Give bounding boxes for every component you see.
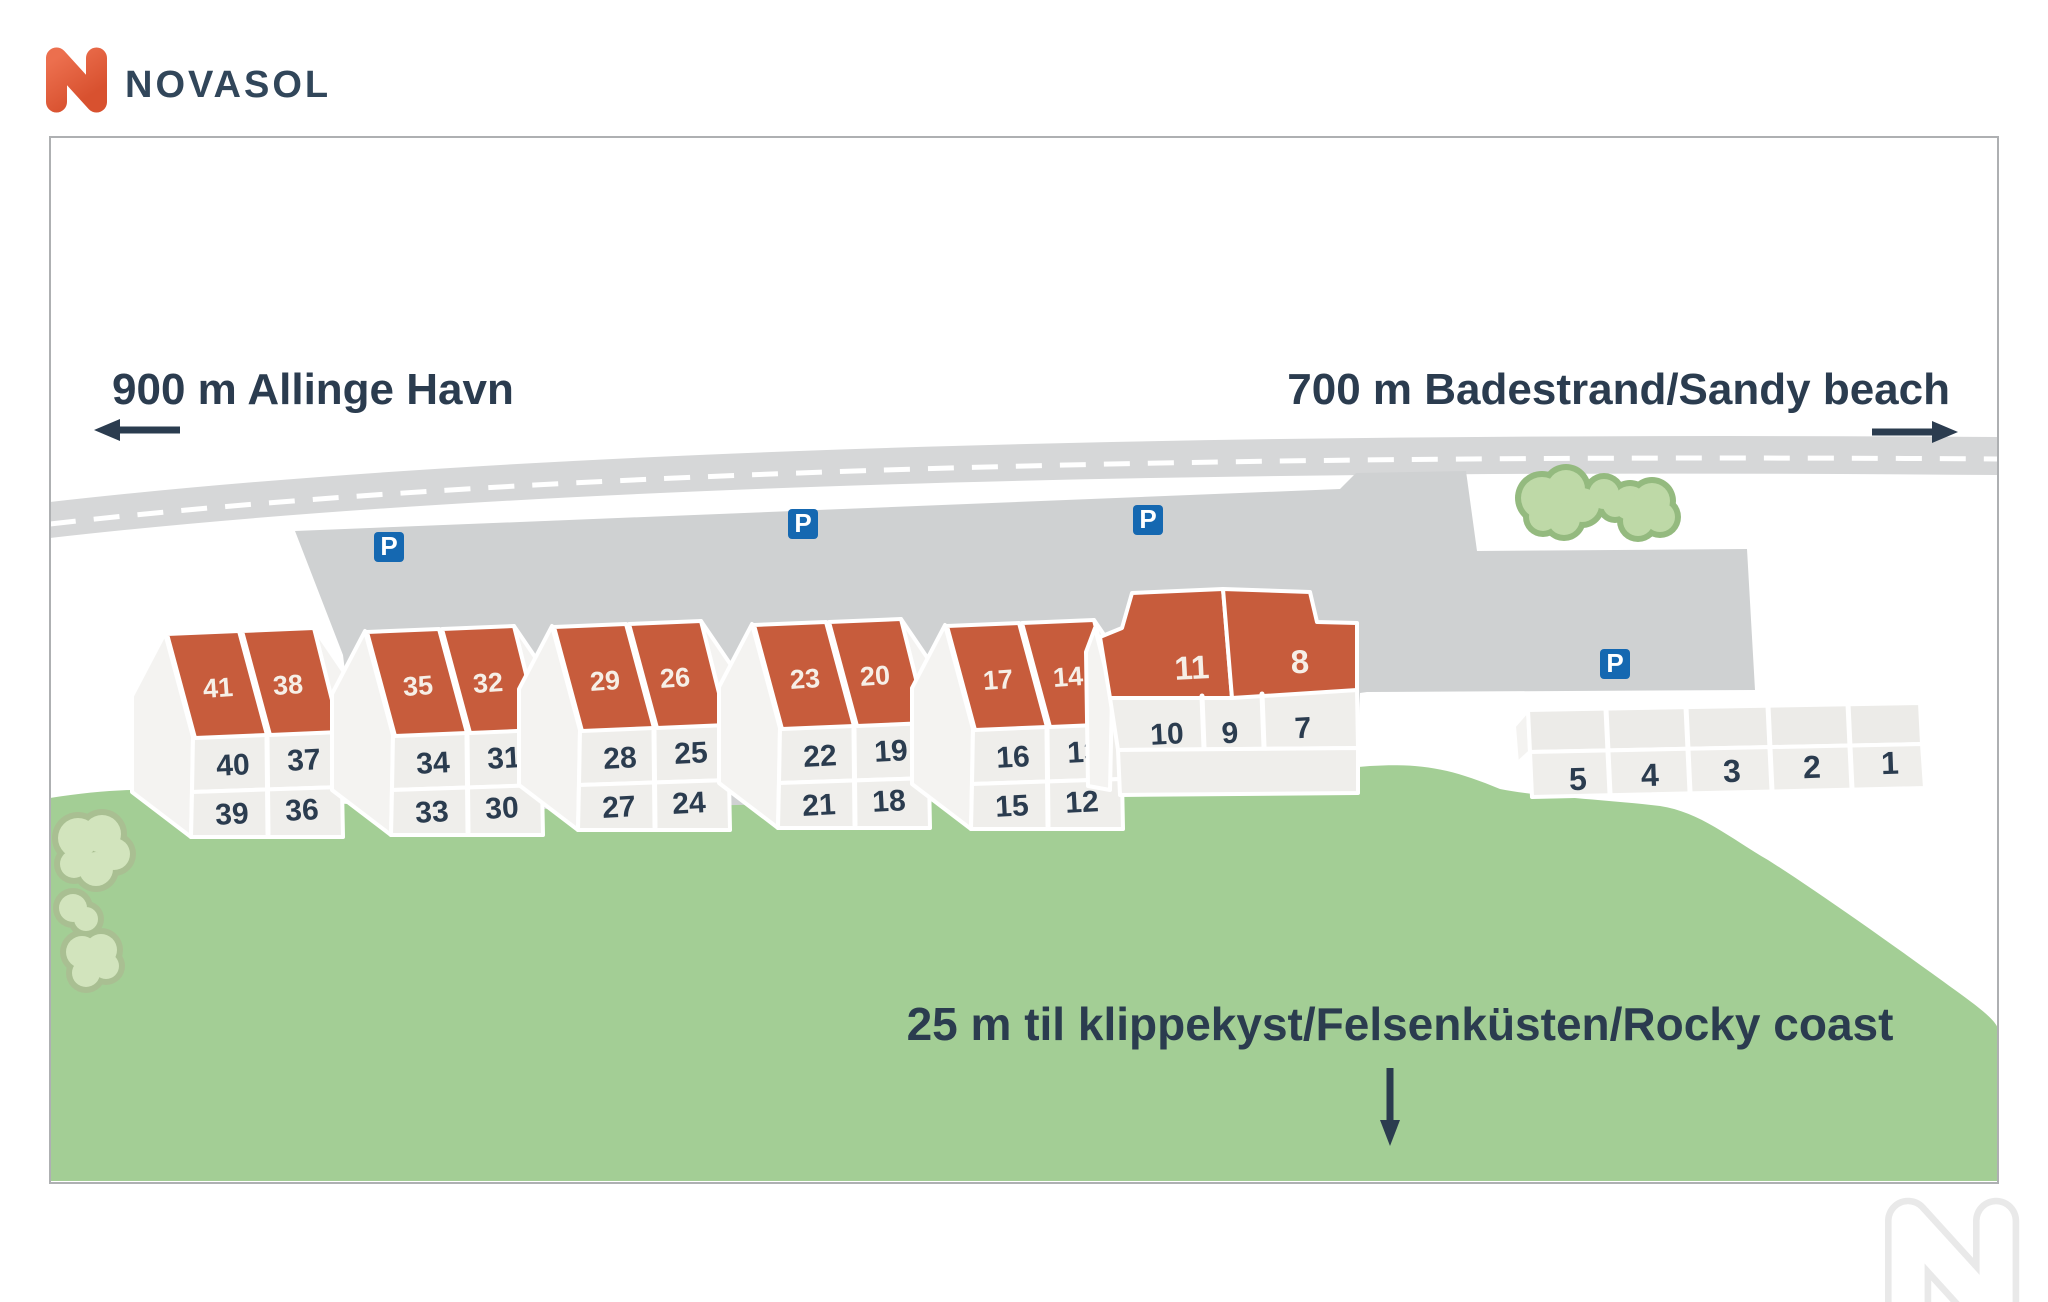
- house-terrace-1-5: 5 4 3 2 1: [1512, 701, 1927, 799]
- house-number: 16: [995, 740, 1030, 775]
- parking-sign-icon: [788, 509, 818, 539]
- house-number: 39: [214, 797, 249, 832]
- house-number: 38: [272, 669, 304, 701]
- house-cluster-30-35: 35 32 34 31 33 30: [330, 624, 550, 837]
- house-number: 30: [484, 791, 519, 826]
- house-number: 24: [671, 786, 706, 821]
- left-arrow-head: [94, 419, 120, 441]
- house-number: 10: [1149, 717, 1184, 752]
- roof-panel: [945, 621, 1049, 732]
- roof-panel: [165, 629, 269, 740]
- trees-left-icon: [52, 809, 136, 993]
- house-number: 19: [873, 734, 908, 769]
- house-number: 40: [215, 748, 250, 783]
- house-number: 12: [1064, 785, 1099, 820]
- house-number: 25: [673, 736, 708, 771]
- house-number: 9: [1221, 717, 1239, 751]
- house-number: 3: [1722, 753, 1741, 790]
- brand-name: NOVASOL: [125, 64, 331, 106]
- grass-area: [50, 765, 1998, 1181]
- house-number: 29: [589, 665, 621, 697]
- direction-coast: 25 m til klippekyst/Felsenküsten/Rocky c…: [907, 998, 1894, 1146]
- house-number: 21: [801, 788, 836, 823]
- down-arrow-head: [1380, 1120, 1400, 1146]
- direction-beach: 700 m Badestrand/Sandy beach: [1287, 365, 1958, 443]
- roof-panel: [752, 620, 856, 731]
- house-number: 1: [1880, 745, 1899, 782]
- house-number: 41: [202, 672, 234, 704]
- house-number: 20: [859, 660, 891, 692]
- harbor-distance-label: 900 m Allinge Havn: [112, 365, 514, 414]
- house-building-7-11: 11 8 10 9 7: [1084, 587, 1360, 797]
- house-number: 34: [415, 746, 450, 781]
- house-number: 31: [486, 741, 521, 776]
- map-border: [49, 136, 1999, 1184]
- house-number: 5: [1568, 761, 1587, 798]
- parking-sign-1: P: [374, 531, 404, 562]
- house-number: 4: [1640, 757, 1659, 794]
- house-number: 8: [1290, 643, 1310, 681]
- novasol-logo-icon: [57, 58, 97, 102]
- trees-right-icon: [1515, 464, 1681, 542]
- house-number: 14: [1052, 661, 1084, 693]
- roof-panel: [365, 627, 469, 738]
- house-number: 18: [871, 784, 906, 819]
- direction-harbor: 900 m Allinge Havn: [94, 365, 514, 441]
- roof-panel: [1221, 587, 1359, 700]
- parking-sign-2: P: [788, 508, 818, 539]
- house-cluster-18-23: 23 20 22 19 21 18: [717, 617, 937, 830]
- wall-row-2: [1116, 746, 1360, 797]
- house-number: 28: [602, 741, 637, 776]
- house-number: 37: [286, 743, 321, 778]
- road-centerline: [49, 455, 1999, 527]
- house-number: 11: [1173, 648, 1210, 687]
- house-number: 27: [601, 790, 636, 825]
- novasol-watermark-icon: [1908, 1221, 1996, 1302]
- house-number: 17: [982, 664, 1014, 696]
- house-number: 33: [414, 795, 449, 830]
- road: [49, 436, 1999, 538]
- house-number: 23: [789, 663, 821, 695]
- parking-sign-4: P: [1600, 648, 1630, 679]
- house-number: 15: [994, 789, 1029, 824]
- house-cluster-36-41: 41 38 40 37 39 36: [130, 626, 350, 839]
- parking-sign-3: P: [1133, 504, 1163, 535]
- house-cluster-24-29: 29 26 28 25 27 24: [517, 619, 737, 832]
- house-number: 22: [802, 739, 837, 774]
- parking-sign-icon: [1133, 505, 1163, 535]
- house-number: 7: [1294, 712, 1312, 746]
- house-number: 26: [659, 662, 691, 694]
- house-number: 35: [402, 670, 434, 702]
- parking-sign-letter: P: [380, 531, 397, 561]
- house-number: 32: [472, 667, 504, 699]
- parking-sign-letter: P: [1139, 504, 1156, 534]
- roof-panel: [552, 622, 656, 733]
- road-surface: [50, 436, 1998, 538]
- parking-sign-letter: P: [794, 508, 811, 538]
- house-number: 36: [284, 793, 319, 828]
- parking-sign-icon: [374, 532, 404, 562]
- right-arrow-head: [1932, 421, 1958, 443]
- beach-distance-label: 700 m Badestrand/Sandy beach: [1287, 365, 1950, 414]
- coast-distance-label: 25 m til klippekyst/Felsenküsten/Rocky c…: [907, 998, 1894, 1050]
- parking-sign-icon: [1600, 649, 1630, 679]
- terrace-wall: [1528, 742, 1927, 799]
- parking-sign-letter: P: [1606, 648, 1623, 678]
- novasol-logo: NOVASOL: [57, 58, 331, 106]
- house-number: 2: [1802, 749, 1821, 786]
